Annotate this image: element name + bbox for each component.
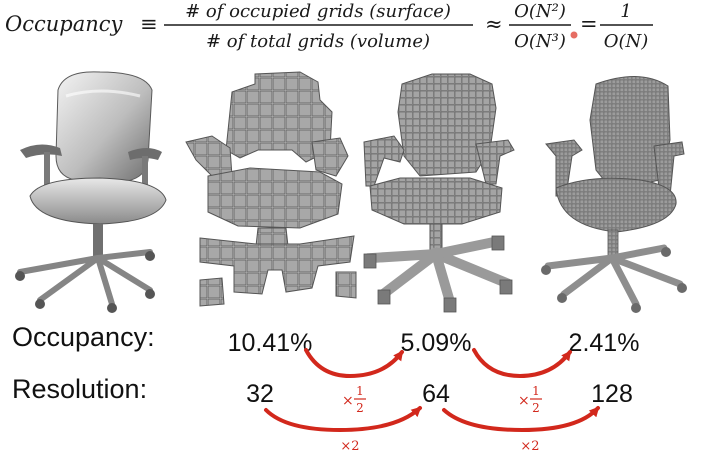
resolution-value: 128 <box>591 380 633 408</box>
occupancy-row: Occupancy: 10.41% 5.09% 2.41% <box>12 322 639 357</box>
formula-equiv: ≡ <box>140 12 158 36</box>
bigo-numerator: O(N²) <box>514 1 566 22</box>
arrow-halve-1 <box>304 348 404 379</box>
occupancy-value: 2.41% <box>569 329 640 357</box>
voxel-chair-128-icon <box>541 75 687 313</box>
double-label: ×2 <box>340 439 359 454</box>
red-dot-icon <box>570 31 578 39</box>
formula-numerator: # of occupied grids (surface) <box>185 1 451 22</box>
arrows <box>264 348 600 433</box>
arrow-double-1 <box>264 406 422 433</box>
formula-denominator: # of total grids (volume) <box>206 31 430 52</box>
half-label-2: × 1 2 <box>518 384 542 415</box>
half-den: 2 <box>356 401 364 415</box>
formula: Occupancy ≡ # of occupied grids (surface… <box>5 1 653 52</box>
half-num: 1 <box>356 384 364 398</box>
half-den: 2 <box>532 401 540 415</box>
formula-approx: ≈ <box>485 12 503 36</box>
voxel-chair-32-icon <box>185 71 357 307</box>
formula-eq: = <box>580 12 598 36</box>
resolution-label: Resolution: <box>12 374 147 404</box>
office-chair-mesh-icon <box>15 71 167 313</box>
bigo-last: O(N) <box>604 31 649 52</box>
formula-lhs: Occupancy <box>5 12 124 36</box>
occupancy-value: 5.09% <box>401 329 472 357</box>
resolution-value: 64 <box>422 380 450 408</box>
occupancy-label: Occupancy: <box>12 322 155 352</box>
formula-one: 1 <box>620 1 631 22</box>
times-sign: × <box>342 393 354 409</box>
arrow-halve-2 <box>472 348 572 379</box>
half-label-1: × 1 2 <box>342 384 366 415</box>
voxel-chair-64-icon <box>363 73 515 313</box>
resolution-value: 32 <box>246 380 274 408</box>
arrow-double-2 <box>442 406 600 433</box>
bigo-denominator: O(N³) <box>514 31 566 52</box>
resolution-row: Resolution: 32 64 128 <box>12 374 633 408</box>
double-label: ×2 <box>520 439 539 454</box>
half-num: 1 <box>532 384 540 398</box>
occupancy-value: 10.41% <box>228 329 313 357</box>
times-sign: × <box>518 393 530 409</box>
